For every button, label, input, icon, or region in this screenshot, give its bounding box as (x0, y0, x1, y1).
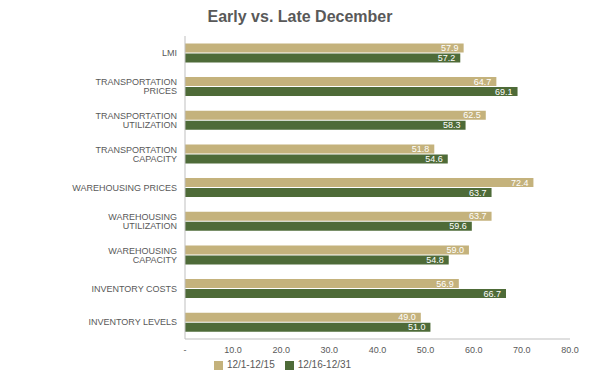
svg-text:51.0: 51.0 (408, 322, 426, 332)
svg-text:64.7: 64.7 (474, 77, 492, 87)
svg-text:30.0: 30.0 (321, 345, 339, 355)
svg-text:54.6: 54.6 (425, 154, 443, 164)
svg-text:TRANSPORTATIONPRICES: TRANSPORTATIONPRICES (95, 77, 177, 96)
svg-text:80.0: 80.0 (561, 345, 579, 355)
svg-text:50.0: 50.0 (417, 345, 435, 355)
svg-text:72.4: 72.4 (511, 178, 529, 188)
svg-text:INVENTORY COSTS: INVENTORY COSTS (91, 284, 177, 294)
svg-text:49.0: 49.0 (398, 312, 416, 322)
svg-text:57.2: 57.2 (438, 53, 456, 63)
svg-text:59.6: 59.6 (449, 221, 467, 231)
svg-text:59.0: 59.0 (446, 245, 464, 255)
svg-text:INVENTORY LEVELS: INVENTORY LEVELS (88, 317, 177, 327)
svg-text:60.0: 60.0 (465, 345, 483, 355)
html-text:12/16-12/31: 12/16-12/31 (297, 359, 352, 370)
svg-text:66.7: 66.7 (483, 289, 501, 299)
svg-text:-: - (184, 345, 187, 355)
svg-text:10.0: 10.0 (224, 345, 242, 355)
svg-text:70.0: 70.0 (513, 345, 531, 355)
svg-text:56.9: 56.9 (436, 279, 454, 289)
svg-text:TRANSPORTATIONUTILIZATION: TRANSPORTATIONUTILIZATION (95, 111, 177, 130)
svg-text:40.0: 40.0 (369, 345, 387, 355)
svg-text:57.9: 57.9 (441, 43, 459, 53)
svg-text:63.7: 63.7 (469, 188, 487, 198)
svg-text:LMI: LMI (162, 48, 177, 58)
svg-text:51.8: 51.8 (412, 144, 430, 154)
svg-text:54.8: 54.8 (426, 255, 444, 265)
html-text:Early vs. Late December: Early vs. Late December (207, 8, 393, 25)
svg-text:58.3: 58.3 (443, 120, 461, 130)
html-text:12/1-12/15: 12/1-12/15 (226, 359, 275, 370)
svg-text:WAREHOUSINGUTILIZATION: WAREHOUSINGUTILIZATION (108, 212, 177, 231)
svg-text:63.7: 63.7 (469, 211, 487, 221)
svg-text:WAREHOUSINGCAPACITY: WAREHOUSINGCAPACITY (108, 246, 177, 265)
svg-text:TRANSPORTATIONCAPACITY: TRANSPORTATIONCAPACITY (95, 145, 177, 164)
svg-text:20.0: 20.0 (272, 345, 290, 355)
svg-text:WAREHOUSING PRICES: WAREHOUSING PRICES (72, 183, 177, 193)
svg-text:69.1: 69.1 (495, 87, 513, 97)
svg-text:62.5: 62.5 (463, 110, 481, 120)
